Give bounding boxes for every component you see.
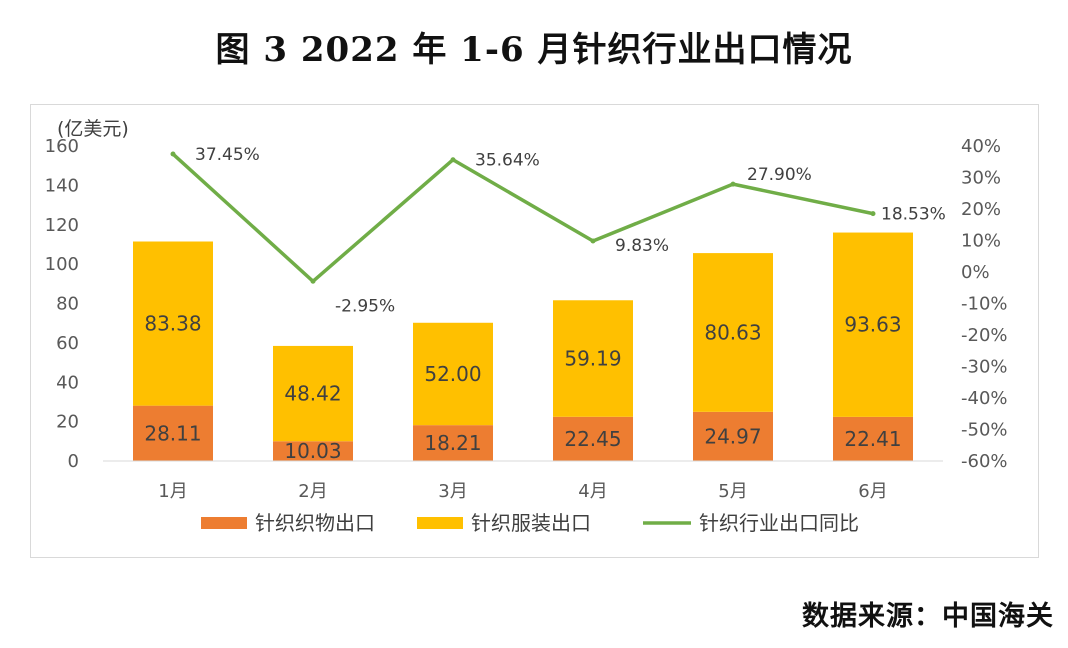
yoy-label: 35.64% <box>475 151 540 171</box>
bar-garment-export <box>693 253 773 412</box>
yoy-point <box>450 157 456 163</box>
bar-fabric-export <box>693 411 773 461</box>
yoy-label: 9.83% <box>615 236 669 256</box>
bar-fabric-export <box>413 425 493 461</box>
bar-garment-export <box>553 300 633 417</box>
bar-label-fabric: 24.97 <box>704 424 761 448</box>
bar-label-fabric: 10.03 <box>284 439 341 463</box>
x-tick-label: 2月 <box>298 481 327 502</box>
bar-garment-export <box>133 241 213 406</box>
y-right-tick-label: -50% <box>961 420 1008 441</box>
yoy-point <box>870 211 876 217</box>
bar-garment-export <box>413 322 493 426</box>
bar-fabric-export <box>133 405 213 461</box>
y-axis-unit-label: (亿美元) <box>57 118 129 140</box>
bar-label-garment: 83.38 <box>144 312 201 336</box>
x-tick-label: 5月 <box>718 481 747 502</box>
bar-label-garment: 59.19 <box>564 347 621 371</box>
x-tick-label: 3月 <box>438 481 467 502</box>
source-note: 数据来源：中国海关 <box>802 601 1054 632</box>
bar-fabric-export <box>553 416 633 461</box>
y-left-tick-label: 0 <box>68 451 79 472</box>
y-right-tick-label: 30% <box>961 168 1001 189</box>
yoy-point <box>590 238 596 244</box>
x-tick-label: 4月 <box>578 481 607 502</box>
chart-plot: (亿美元) 0 20 40 60 80 100 120 140 160 -60% -50% -40% -3… <box>45 118 1008 535</box>
yoy-point <box>170 151 176 157</box>
y-right-tick-label: 20% <box>961 199 1001 220</box>
y-right-tick-label: 0% <box>961 262 990 283</box>
bar-label-fabric: 22.41 <box>844 427 901 451</box>
y-right-tick-label: 10% <box>961 231 1001 252</box>
yoy-point <box>730 181 736 187</box>
bar-garment-export <box>273 345 353 442</box>
y-right-tick-label: -30% <box>961 357 1008 378</box>
bar-label-fabric: 22.45 <box>564 427 621 451</box>
y-right-tick-label: 40% <box>961 136 1001 157</box>
bar-fabric-export <box>273 441 353 461</box>
y-right-tick-label: -10% <box>961 294 1008 315</box>
y-left-tick-label: 60 <box>56 333 79 354</box>
y-left-tick-label: 160 <box>45 136 79 157</box>
bar-label-fabric: 28.11 <box>144 421 201 445</box>
y-left-tick-label: 100 <box>45 254 79 275</box>
yoy-label: 27.90% <box>747 165 812 185</box>
yoy-point <box>310 278 316 284</box>
y-right-tick-label: -40% <box>961 388 1008 409</box>
bar-label-garment: 93.63 <box>844 313 901 337</box>
bar-label-garment: 80.63 <box>704 320 761 344</box>
y-right-tick-label: -20% <box>961 325 1008 346</box>
yoy-label: 37.45% <box>195 145 260 165</box>
legend-fabric-swatch <box>201 517 247 529</box>
y-left-tick-label: 20 <box>56 412 79 433</box>
y-left-tick-label: 40 <box>56 372 79 393</box>
yoy-label: -2.95% <box>335 296 395 316</box>
x-tick-label: 6月 <box>858 481 887 502</box>
bar-label-fabric: 18.21 <box>424 431 481 455</box>
chart-title: 图 3 2022 年 1-6 月针织行业出口情况 <box>215 30 853 70</box>
x-tick-label: 1月 <box>158 481 187 502</box>
bar-label-garment: 52.00 <box>424 362 481 386</box>
y-left-tick-label: 80 <box>56 294 79 315</box>
y-left-tick-label: 120 <box>45 215 79 236</box>
legend-fabric-label: 针织织物出口 <box>255 511 375 535</box>
legend-garment-swatch <box>417 517 463 529</box>
yoy-label: 18.53% <box>881 205 946 225</box>
bar-label-garment: 48.42 <box>284 382 341 406</box>
bar-fabric-export <box>833 416 913 461</box>
legend-yoy-label: 针织行业出口同比 <box>699 511 859 535</box>
legend-garment-label: 针织服装出口 <box>471 511 591 535</box>
bar-garment-export <box>833 232 913 417</box>
y-left-tick-label: 140 <box>45 175 79 196</box>
y-right-tick-label: -60% <box>961 451 1008 472</box>
yoy-growth-line <box>171 152 874 284</box>
chart-frame: (亿美元) 0 20 40 60 80 100 120 140 160 -60% -50% -40% -3… <box>30 104 1039 558</box>
